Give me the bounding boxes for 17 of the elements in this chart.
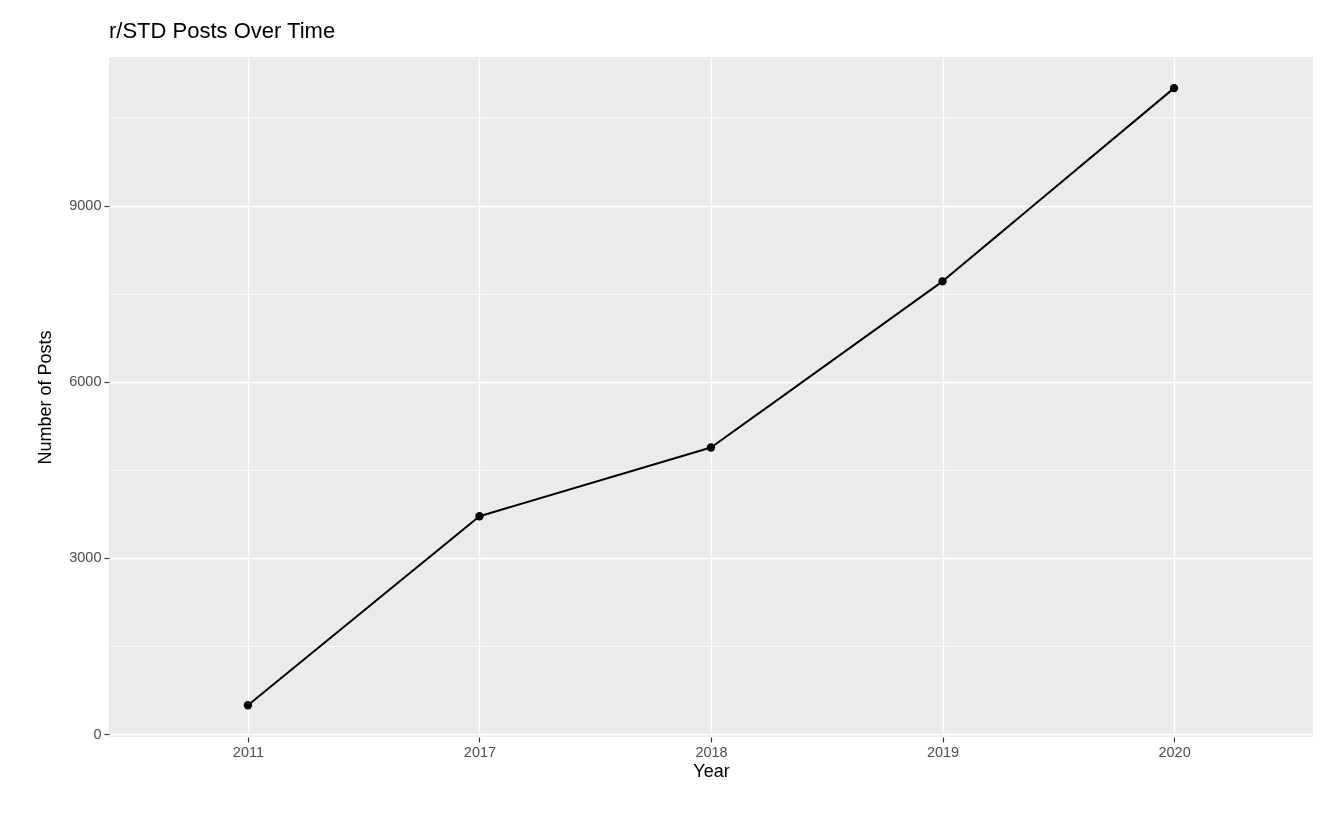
y-axis-title: Number of Posts	[35, 330, 56, 465]
x-tick-label: 2011	[232, 743, 265, 760]
y-tick-label: 9000	[69, 197, 102, 214]
point	[938, 277, 947, 286]
point	[1169, 83, 1179, 93]
point	[243, 701, 253, 710]
x-tick-label: 2017	[463, 743, 497, 760]
y-tick-label: 0	[93, 725, 102, 742]
x-axis-title: Year	[693, 761, 730, 781]
point	[475, 512, 484, 521]
y-tick-label: 3000	[69, 549, 102, 566]
x-tick-label: 2019	[926, 743, 960, 760]
y-tick-label: 6000	[69, 373, 102, 390]
x-tick-label: 2018	[695, 743, 728, 760]
chart-title: r/STD Posts Over Time	[109, 18, 336, 43]
point	[706, 443, 716, 452]
x-tick-label: 2020	[1158, 743, 1191, 760]
